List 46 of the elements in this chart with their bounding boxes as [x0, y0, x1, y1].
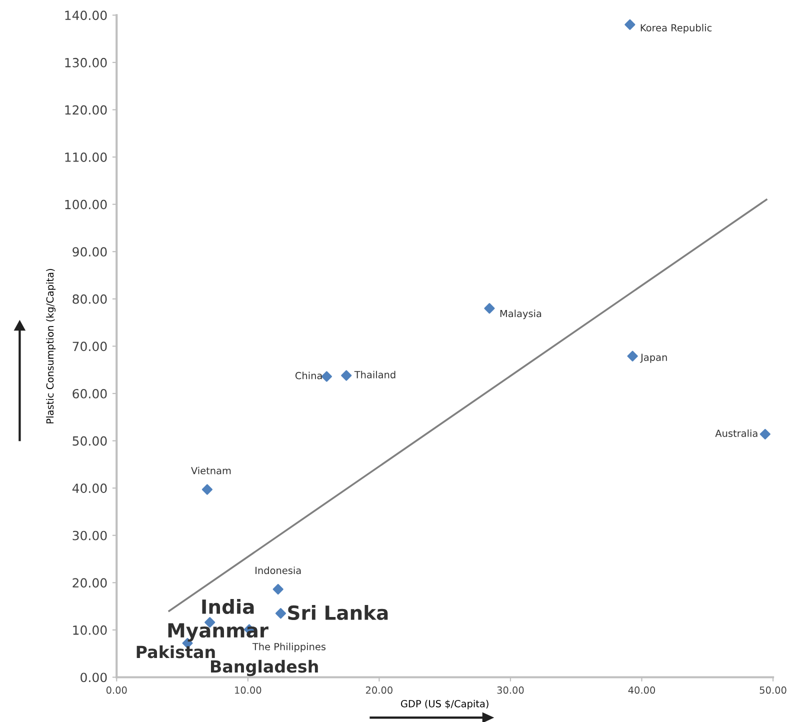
x-tick-label: 20.00 [366, 686, 392, 694]
annotation: Indonesia [256, 566, 301, 574]
y-tick-label: 80.00 [72, 294, 107, 304]
y-axis-title: Plastic Consumption (kg/Capita) [46, 269, 56, 424]
annotation: Vietnam [191, 466, 231, 474]
point [202, 484, 213, 495]
y-tick-label: 130.00 [65, 58, 107, 68]
y-tick-label: 40.00 [72, 484, 107, 493]
y-tick-label: 140.00 [65, 10, 107, 20]
x-tick-label: 50.00 [760, 686, 786, 694]
y-tick-label: 120.00 [65, 105, 107, 115]
annotation: Thailand [354, 370, 396, 378]
annotation: Bangladesh [210, 660, 318, 676]
point [760, 428, 770, 440]
point [624, 19, 636, 30]
x-tick-label: 10.00 [235, 686, 262, 694]
annotation: Korea Republic [640, 24, 712, 34]
point [627, 350, 638, 362]
point [484, 303, 495, 314]
y-tick-label: 0.00 [80, 672, 107, 682]
point [321, 371, 332, 382]
y-tick-label: 30.00 [72, 530, 107, 540]
point [272, 584, 284, 595]
y-tick-label: 90.00 [72, 247, 107, 257]
y-tick-label: 100.00 [65, 200, 107, 210]
y-tick-label: 20.00 [72, 578, 107, 588]
annotation: India [202, 598, 254, 614]
x-tick-label: 40.00 [628, 686, 656, 694]
y-tick-label: 70.00 [72, 342, 107, 352]
y-tick-label: 60.00 [72, 388, 107, 398]
y-tick-label: 50.00 [72, 436, 107, 446]
x-axis-title: GDP (US $/Capita) [400, 700, 488, 710]
annotation: Malaysia [500, 310, 542, 320]
x-tick-label: 0.00 [106, 686, 127, 694]
annotation: The Philippines [252, 642, 326, 652]
y-tick-label: 10.00 [73, 625, 107, 635]
annotation: Myanmar [168, 623, 268, 642]
annotation: China [295, 372, 322, 380]
annotation: Sri Lanka [288, 604, 388, 620]
y-tick-label: 110.00 [65, 152, 107, 162]
point [275, 608, 286, 619]
annotation: Australia [715, 429, 758, 437]
point [341, 370, 352, 381]
x-tick-label: 30.00 [497, 686, 524, 694]
annotation: Pakistan [136, 645, 215, 658]
annotation: Japan [640, 354, 667, 363]
